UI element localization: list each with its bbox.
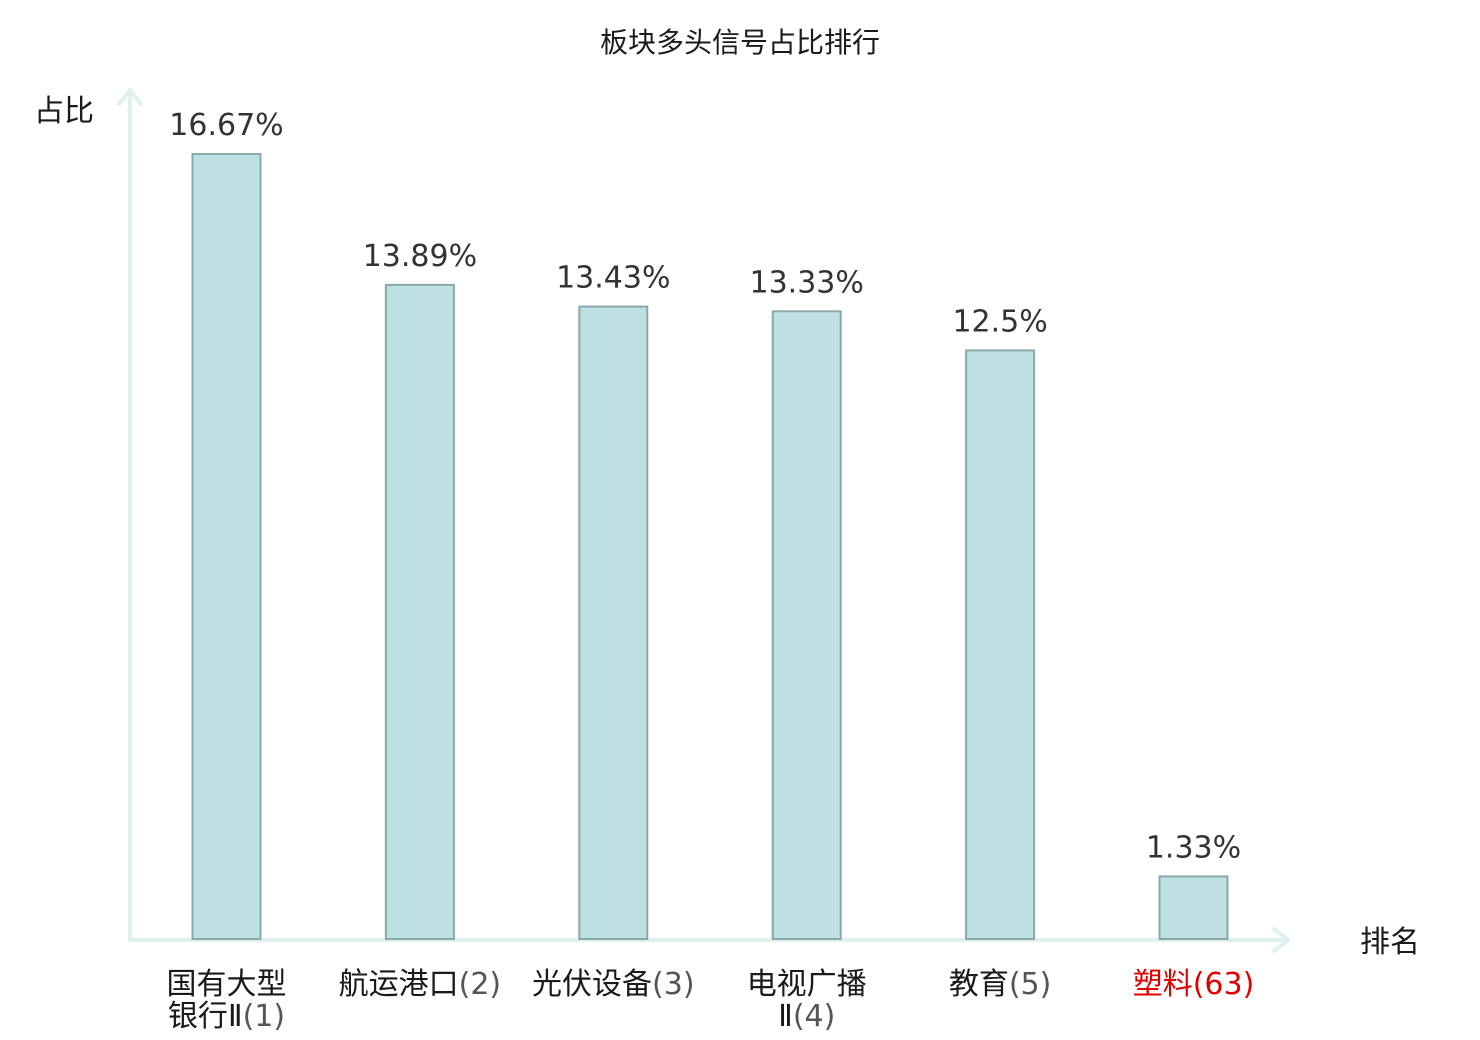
category-label: 教育(5) (949, 967, 1052, 1002)
category-name: 电视广播 (747, 967, 867, 1002)
bar (965, 349, 1036, 940)
value-label: 16.67% (169, 108, 283, 143)
x-axis-arrow (1272, 927, 1290, 953)
chart-title: 板块多头信号占比排行 (600, 26, 880, 59)
category-label: 塑料(63) (1133, 967, 1255, 1002)
axes (117, 88, 1290, 953)
bar (1158, 875, 1229, 941)
category-rank: (4) (793, 999, 836, 1034)
category-name: 教育 (949, 967, 1009, 1002)
bar (771, 310, 842, 940)
category-label: 航运港口(2) (339, 967, 502, 1002)
y-axis-label: 占比 (34, 94, 94, 129)
category-label: 国有大型银行Ⅱ(1) (167, 967, 287, 1034)
category-name: 光伏设备 (532, 967, 652, 1002)
category-name: 银行Ⅱ (168, 999, 243, 1034)
value-label: 1.33% (1146, 830, 1241, 865)
category-label: 电视广播 Ⅱ(4) (747, 967, 867, 1034)
bar (384, 283, 455, 940)
category-rank: (2) (459, 967, 502, 1002)
y-axis-arrow (117, 88, 143, 106)
category-rank: (3) (652, 967, 695, 1002)
x-axis-label: 排名 (1360, 925, 1420, 960)
category-name: Ⅱ (778, 999, 793, 1034)
value-label: 13.43% (556, 261, 670, 296)
category-labels-group: 国有大型银行Ⅱ(1)航运港口(2) 光伏设备(3) 电视广播 Ⅱ(4)教育(5) 塑料(… (167, 967, 1255, 1034)
category-rank: (63) (1193, 967, 1255, 1002)
category-rank: (1) (243, 999, 286, 1034)
bars-group (191, 153, 1229, 941)
value-label: 12.5% (952, 304, 1047, 339)
category-label: 光伏设备(3) (532, 967, 695, 1002)
category-name: 航运港口 (339, 967, 459, 1002)
bar (578, 305, 649, 941)
bar (191, 153, 262, 940)
category-rank: (5) (1009, 967, 1052, 1002)
value-labels-group: 16.67% 13.89% 13.43% 13.33% 12.5% 1.33% (169, 108, 1241, 865)
value-label: 13.33% (750, 265, 864, 300)
value-label: 13.89% (363, 239, 477, 274)
category-name: 国有大型 (167, 967, 287, 1002)
category-name: 塑料 (1133, 967, 1193, 1002)
